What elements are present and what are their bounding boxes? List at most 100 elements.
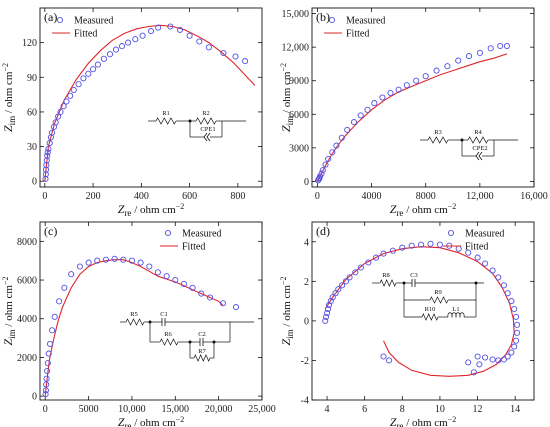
x-axis-label-text: Zre / ohm cm−2 (390, 415, 457, 427)
y-axis-label-text: Zim / ohm cm−2 (1, 63, 17, 132)
measured-point (45, 350, 52, 357)
x-tick-label: 4000 (362, 191, 382, 202)
measured-point (43, 381, 50, 388)
x-tick-label: 4 (325, 404, 330, 415)
x-tick-label: 20,000 (205, 404, 233, 415)
y-axis-label-part: Z (1, 125, 15, 132)
legend: Measured Fitted (52, 16, 113, 40)
measured-point (46, 140, 53, 147)
measured-point (42, 171, 49, 178)
y-axis-label-part: −2 (1, 276, 10, 285)
measured-point (389, 247, 396, 254)
x-axis-label-part: −2 (176, 415, 185, 424)
y-axis-label-part: im (7, 116, 17, 126)
y-axis-label-part: / ohm cm (281, 285, 293, 330)
x-tick-label: 10 (435, 404, 445, 415)
measured-point (386, 357, 393, 364)
y-axis-label-part: / ohm cm (3, 285, 15, 330)
y-axis-label-part: / ohm cm (3, 71, 15, 116)
y-tick-label: 0 (32, 177, 37, 188)
x-tick-label: 0 (315, 191, 320, 202)
circuit-label: R5 (130, 311, 138, 318)
x-tick-label: 800 (230, 191, 245, 202)
x-tick-label: 400 (134, 191, 149, 202)
measured-point (357, 112, 364, 119)
measured-point (242, 58, 249, 65)
measured-point (322, 161, 329, 168)
measured-point (465, 249, 472, 256)
cpe-icon (475, 151, 483, 161)
y-axis-label-part: im (7, 329, 17, 339)
y-tick-label: 30 (27, 142, 37, 153)
y-axis-label: Zim / ohm cm−2 (1, 276, 17, 345)
circuit-label: CPE1 (200, 126, 215, 133)
plot-frame (39, 7, 263, 188)
resistor-icon (427, 136, 449, 144)
measured-point (94, 61, 101, 68)
measured-point (146, 263, 153, 270)
circuit-label: R2 (202, 110, 210, 117)
measured-point (338, 134, 345, 141)
measured-point (85, 259, 92, 266)
measured-point (427, 240, 434, 247)
y-tick-label: 4000 (17, 314, 37, 325)
measured-point (49, 129, 56, 136)
resistor-icon (429, 296, 449, 304)
x-tick-label: 12 (473, 404, 483, 415)
measured-point (455, 245, 462, 252)
y-axis-label-part: im (285, 116, 295, 126)
legend: Measured Fitted (324, 16, 385, 40)
measured-point (357, 264, 364, 271)
measured-point (403, 82, 410, 89)
measured-point (489, 267, 496, 274)
panel-3: 0 5000 10,000 15,000 20,000 25,000 0 2000 4000 60… (1, 221, 276, 427)
x-tick-label: 12,000 (466, 191, 494, 202)
legend-measured-marker (164, 229, 172, 237)
measured-point (42, 391, 49, 398)
y-axis-label-part: −2 (1, 63, 10, 72)
x-axis-label-text: Zre / ohm cm−2 (118, 202, 185, 218)
resistor-icon (379, 279, 397, 287)
measured-point (198, 290, 205, 297)
measured-point (324, 309, 331, 317)
measured-point (364, 106, 371, 113)
measured-point (155, 24, 162, 31)
measured-point (56, 298, 63, 305)
panel-label: (b) (316, 10, 330, 24)
measured-point (55, 113, 62, 120)
y-axis-label: Zim / ohm cm−2 (279, 63, 295, 132)
measured-point (139, 32, 146, 39)
measured-point (120, 256, 127, 263)
legend-measured-label: Measured (182, 229, 221, 240)
measured-point (482, 354, 489, 361)
measured-point (329, 294, 336, 301)
x-axis-label: Zre / ohm cm−2 (390, 415, 457, 427)
measured-point (318, 170, 325, 177)
measured-point (433, 67, 440, 74)
resistor-icon (421, 313, 439, 321)
y-axis-label-text: Zim / ohm cm−2 (1, 276, 17, 345)
y-tick-label: 6000 (17, 276, 37, 287)
measured-point (399, 244, 406, 251)
equivalent-circuit: R5 C1 R6 C2 R7 (120, 311, 254, 362)
x-axis-label-part: / ohm cm (403, 417, 448, 427)
y-tick-label: 0 (304, 316, 309, 327)
measured-point (497, 42, 504, 50)
measured-point (514, 321, 521, 328)
measured-point (196, 38, 203, 45)
resistor-icon (467, 136, 489, 144)
measured-point (44, 360, 51, 367)
circuit-label: R8 (382, 272, 390, 279)
measured-point (350, 119, 358, 126)
measured-point (387, 89, 394, 97)
circuit-label: C3 (410, 272, 418, 279)
legend-measured-marker (56, 16, 64, 24)
measured-point (80, 75, 87, 82)
measured-point (137, 259, 144, 266)
x-axis-label-part: −2 (176, 202, 185, 211)
measured-point (111, 255, 118, 262)
legend-fitted-label: Fitted (74, 29, 97, 40)
resistor-icon (155, 117, 177, 125)
